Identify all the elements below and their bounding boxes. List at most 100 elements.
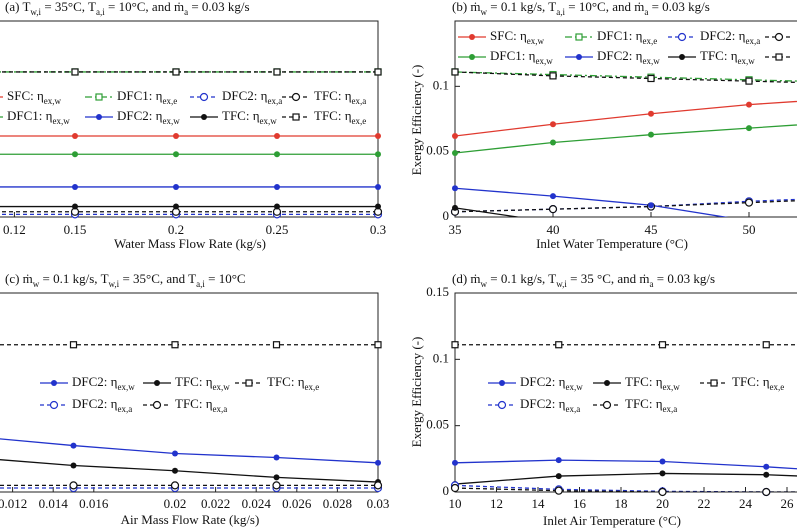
marker <box>451 341 459 349</box>
legend-label: DFC2: ηex,w <box>597 48 660 66</box>
legend-item: TFC: ηex,w <box>190 108 277 126</box>
panel-title-part: w,i <box>556 279 567 289</box>
x-axis-label: Air Mass Flow Rate (kg/s) <box>121 512 260 527</box>
marker <box>763 471 770 478</box>
legend-item: DFC2: ηex,w <box>488 374 583 392</box>
panel-title-part: = 0.1 kg/s, T <box>487 0 556 14</box>
marker <box>173 132 179 139</box>
marker <box>69 481 78 490</box>
legend-label-part: ex,e <box>770 382 785 392</box>
panel: (b) ṁw = 0.1 kg/s, Ta,i = 10°C, and ṁa =… <box>409 0 797 251</box>
x-tick-label: 50 <box>743 222 756 237</box>
legend-label-part: ex,a <box>352 96 367 106</box>
panel-title-part: (c) ṁ <box>5 271 33 286</box>
marker <box>647 74 655 83</box>
legend-label: DFC1: ηex,w <box>490 48 553 66</box>
legend-item: TFC: ηex,a <box>282 88 366 106</box>
series-line <box>455 124 797 154</box>
legend-item: DFC2: ηex,a <box>40 396 132 414</box>
legend-label-part: ex,a <box>663 404 678 414</box>
legend-label-part: TFC: η <box>700 48 738 63</box>
marker <box>658 487 667 497</box>
x-tick-label: 0.3 <box>370 222 386 237</box>
legend-item: TFC: ηex,e <box>235 374 319 392</box>
marker <box>69 341 78 349</box>
legend-label-part: ex,a <box>117 404 132 414</box>
legend-item: SFC: ηex,w <box>458 28 545 46</box>
y-tick-label: 0.15 <box>426 284 449 299</box>
marker <box>375 132 381 139</box>
legend-item: TFC: ηex,e <box>765 53 793 61</box>
legend-label-part: TFC: η <box>625 374 663 389</box>
x-tick-label: 0.15 <box>64 222 87 237</box>
legend-label-part: ex,e <box>305 382 320 392</box>
legend-item: DFC2: ηex,a <box>488 396 580 414</box>
x-tick-label: 18 <box>615 496 628 511</box>
x-tick-label: 0.25 <box>266 222 289 237</box>
legend-label: SFC: ηex,w <box>490 28 545 46</box>
series-line <box>0 459 378 483</box>
marker <box>555 341 563 349</box>
x-tick-label: 0.03 <box>367 496 390 511</box>
legend-label: DFC2: ηex,w <box>72 374 135 392</box>
marker <box>173 183 179 190</box>
marker <box>550 193 556 200</box>
x-tick-label: 20 <box>656 496 669 511</box>
legend-label-part: TFC: η <box>267 374 305 389</box>
legend-item: DFC1: ηex,w <box>0 108 70 126</box>
legend-label-part: ex,w <box>44 96 62 106</box>
legend-label: DFC2: ηex,a <box>700 28 760 46</box>
series-line <box>455 472 797 485</box>
marker <box>775 53 783 61</box>
x-tick-label: 16 <box>573 496 587 511</box>
legend-item: DFC2: ηex,w <box>565 48 660 66</box>
marker <box>774 32 784 42</box>
marker <box>72 183 78 190</box>
legend-label-part: ex,w <box>527 36 545 46</box>
panel-title-part: a,i <box>556 7 565 17</box>
legend-label-part: ex,a <box>565 404 580 414</box>
legend-label: DFC1: ηex,w <box>7 108 70 126</box>
x-axis-label: Inlet Air Temperature (°C) <box>543 513 681 528</box>
marker <box>152 400 162 410</box>
marker <box>274 203 280 210</box>
panel-title-part: = 35°C, and T <box>119 271 196 286</box>
marker <box>245 379 253 387</box>
legend-item: TFC: ηex,e <box>282 108 366 126</box>
panel: (a) Tw,i = 35°C, Ta,i = 10°C, and ṁa = 0… <box>0 0 386 251</box>
marker <box>291 92 301 102</box>
marker <box>273 474 280 481</box>
x-tick-label: 0.026 <box>282 496 312 511</box>
y-tick-label: 0.1 <box>433 77 449 92</box>
marker <box>469 34 475 40</box>
panel-title-part: = 0.1 kg/s, T <box>39 271 108 286</box>
x-tick-label: 10 <box>449 496 462 511</box>
x-tick-label: 22 <box>698 496 711 511</box>
marker <box>375 203 381 210</box>
panel-title-part: a,i <box>96 7 105 17</box>
legend-label-part: TFC: η <box>222 108 260 123</box>
marker <box>710 379 718 387</box>
marker <box>659 458 666 465</box>
legend-item: SFC: ηex,w <box>0 88 62 106</box>
marker <box>172 467 178 474</box>
legend-label: TFC: ηex,a <box>625 396 677 414</box>
legend-label-part: ex,w <box>117 382 135 392</box>
marker <box>659 470 666 477</box>
marker <box>173 151 179 158</box>
marker <box>171 341 179 349</box>
legend-label-part: DFC1: η <box>7 108 53 123</box>
legend-label: DFC1: ηex,e <box>117 88 177 106</box>
panel-title-part: w <box>481 7 488 17</box>
marker <box>51 380 57 386</box>
y-tick-label: 0 <box>443 483 450 498</box>
legend-label-part: ex,w <box>162 116 180 126</box>
legend-item: DFC1: ηex,e <box>85 88 177 106</box>
marker <box>96 114 102 120</box>
marker <box>452 204 458 211</box>
legend-label: DFC2: ηex,a <box>520 396 580 414</box>
y-tick-label: 0.05 <box>426 417 449 432</box>
marker <box>554 486 563 495</box>
legend-label-part: DFC2: η <box>597 48 643 63</box>
panel-title-part: = 0.1 kg/s, T <box>487 271 556 286</box>
